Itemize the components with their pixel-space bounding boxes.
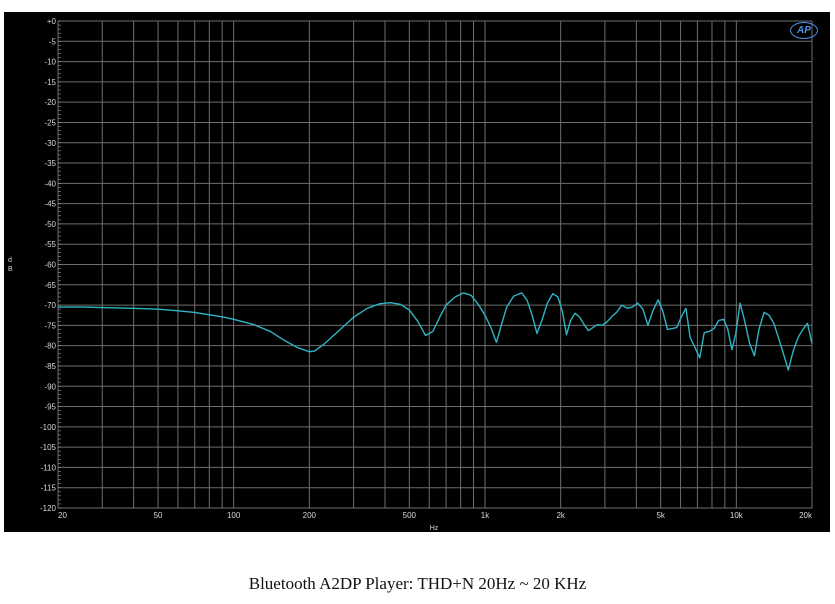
- y-tick-label: -120: [40, 504, 57, 513]
- y-tick-label: -80: [44, 342, 56, 351]
- y-tick-label: -110: [41, 463, 57, 472]
- y-tick-label: +0: [47, 17, 57, 26]
- y-tick-label: -35: [44, 159, 56, 168]
- y-axis-label-b: B: [8, 266, 13, 273]
- y-tick-label: -90: [44, 382, 56, 391]
- x-tick-label: 20k: [799, 511, 813, 520]
- y-tick-label: -15: [44, 78, 56, 87]
- y-tick-label: -115: [41, 484, 57, 493]
- y-tick-label: -10: [44, 58, 56, 67]
- y-tick-label: -55: [44, 240, 56, 249]
- ap-logo-icon: AP: [790, 22, 818, 39]
- x-axis-label: Hz: [430, 525, 439, 532]
- y-tick-label: -65: [44, 281, 56, 290]
- x-tick-label: 1k: [481, 511, 490, 520]
- y-tick-label: -100: [40, 423, 57, 432]
- y-tick-label: -30: [44, 139, 56, 148]
- series-line: [58, 292, 813, 371]
- figure-caption: Bluetooth A2DP Player: THD+N 20Hz ~ 20 K…: [248, 574, 587, 593]
- y-tick-label: -40: [44, 179, 56, 188]
- y-tick-label: -50: [44, 220, 56, 229]
- x-tick-label: 100: [227, 511, 241, 520]
- y-axis-label-d: d: [8, 257, 12, 264]
- y-tick-label: -75: [44, 321, 56, 330]
- y-tick-label: -70: [44, 301, 56, 310]
- y-tick-label: -60: [44, 261, 56, 270]
- y-tick-label: -5: [49, 37, 57, 46]
- grid-lines: [57, 20, 813, 509]
- y-tick-label: -85: [44, 362, 56, 371]
- y-tick-label: -25: [44, 118, 56, 127]
- thd-n-series-line: [58, 292, 813, 371]
- plot-area: [4, 12, 830, 532]
- x-tick-label: 20: [58, 511, 67, 520]
- x-tick-label: 5k: [656, 511, 665, 520]
- y-tick-label: -95: [44, 403, 56, 412]
- x-tick-label: 50: [154, 511, 163, 520]
- x-tick-label: 500: [403, 511, 417, 520]
- x-tick-labels: 20 50 100 200 500 1k 2k 5k 10k 20k: [58, 511, 813, 520]
- x-tick-label: 200: [303, 511, 317, 520]
- y-tick-label: -105: [40, 443, 57, 452]
- x-tick-label: 2k: [556, 511, 565, 520]
- y-tick-label: -20: [44, 98, 56, 107]
- y-tick-label: -45: [44, 200, 56, 209]
- x-tick-label: 10k: [730, 511, 744, 520]
- y-tick-labels: +0 -5 -10 -15 -20 -25 -30 -35 -40 -45 -50 -55 -60 -65…: [40, 17, 57, 513]
